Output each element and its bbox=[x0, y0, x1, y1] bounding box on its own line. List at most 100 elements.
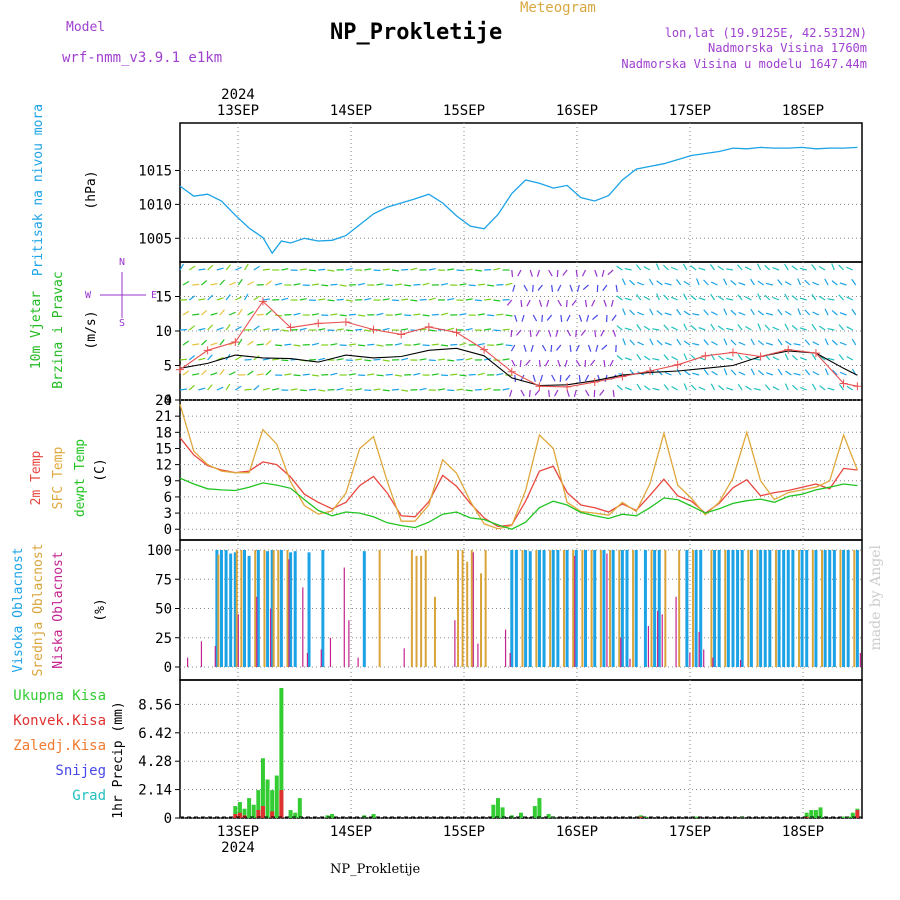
wind-arrow bbox=[582, 284, 589, 291]
wind-arrow bbox=[846, 355, 854, 361]
model-elevation-label: Nadmorska Visina u modelu 1647.44m bbox=[621, 57, 867, 71]
wind-arrow bbox=[851, 338, 857, 346]
cloud-bar bbox=[797, 550, 800, 667]
cloud-bar bbox=[270, 550, 274, 667]
wind-arrow bbox=[557, 359, 561, 367]
temp-line-2 bbox=[179, 477, 858, 530]
wind-arrow bbox=[717, 265, 725, 271]
wind-arrow bbox=[811, 323, 817, 331]
wind-arrow bbox=[692, 313, 700, 316]
wind-arrow bbox=[265, 369, 272, 376]
wind-arrow bbox=[519, 359, 522, 368]
wind-arrow bbox=[382, 389, 390, 392]
wind-arrow bbox=[663, 384, 669, 391]
cloud-bar bbox=[602, 550, 606, 667]
cloud-bar bbox=[302, 587, 304, 667]
cloud-bar bbox=[689, 652, 691, 667]
wind-arrow bbox=[364, 329, 372, 332]
wind-arrow bbox=[358, 344, 366, 347]
cloud-bar bbox=[759, 550, 763, 667]
wind-arrow bbox=[718, 385, 725, 391]
wind-arrow bbox=[785, 340, 792, 346]
wind-arrow bbox=[520, 299, 523, 308]
wind-arrow bbox=[624, 297, 632, 301]
wind-arrow bbox=[514, 314, 518, 322]
cloud-bar bbox=[254, 550, 257, 667]
cloud-bar bbox=[675, 596, 677, 667]
wind-arrow bbox=[709, 263, 716, 271]
cloud-bar bbox=[362, 551, 366, 667]
wind-arrow bbox=[247, 370, 254, 376]
wind-arrow bbox=[586, 314, 590, 322]
wind-arrow bbox=[612, 389, 615, 398]
cloud-bar bbox=[535, 550, 538, 667]
wind-arrow bbox=[799, 386, 807, 391]
wind-arrow bbox=[683, 280, 691, 286]
wind-arrow bbox=[637, 341, 645, 346]
wind-arrow bbox=[234, 355, 242, 361]
wind-arrow bbox=[745, 385, 752, 391]
top-year-label: 2024 bbox=[221, 87, 255, 103]
wind-gust-marker bbox=[231, 338, 240, 347]
wind-arrow bbox=[764, 324, 771, 331]
cloud-bar bbox=[510, 550, 514, 667]
wind-arrow bbox=[484, 357, 492, 361]
wind-arrow bbox=[831, 309, 838, 316]
wind-arrow bbox=[401, 389, 409, 392]
cloud-bar bbox=[224, 550, 228, 667]
cloud-bar bbox=[717, 550, 721, 667]
cloud-bar bbox=[599, 550, 602, 667]
cloud-bar bbox=[240, 550, 243, 667]
cloud-bar bbox=[187, 657, 189, 667]
wind-arrow bbox=[569, 284, 573, 292]
top-day-label: 15SEP bbox=[443, 103, 485, 119]
wind-arrow bbox=[629, 339, 636, 346]
wind-gust-marker bbox=[673, 360, 682, 369]
pressure-tick-label: 1010 bbox=[138, 197, 172, 213]
cloud-bar bbox=[410, 550, 413, 667]
wind-arrow bbox=[419, 358, 427, 361]
cloud-bar bbox=[293, 551, 297, 667]
wind-arrow bbox=[345, 267, 353, 271]
cloud-bar bbox=[786, 550, 790, 667]
cloud-bar bbox=[828, 550, 832, 667]
cloud-bar bbox=[456, 550, 459, 667]
wind-arrow bbox=[737, 324, 743, 331]
wind-arrow bbox=[616, 325, 623, 331]
wind-arrow bbox=[555, 344, 562, 351]
wind-arrow bbox=[765, 282, 773, 286]
wind-arrow bbox=[557, 299, 562, 307]
cloud-bar bbox=[243, 550, 247, 667]
wind-arrow bbox=[509, 389, 513, 397]
cloud-label-low: Niska Oblacnost bbox=[51, 551, 66, 668]
cloud-bar bbox=[343, 567, 345, 667]
wind-arrow bbox=[281, 268, 289, 271]
precip-bar bbox=[279, 687, 284, 818]
wind-arrow bbox=[609, 359, 614, 367]
model-label: Model bbox=[66, 20, 106, 35]
wind-arrow bbox=[611, 314, 617, 321]
wind-arrow bbox=[237, 308, 243, 316]
wind-arrow bbox=[827, 357, 835, 361]
cloud-bar bbox=[229, 553, 233, 667]
precip-bar bbox=[537, 798, 542, 818]
wind-arrow bbox=[738, 341, 746, 346]
wind-arrow bbox=[541, 344, 547, 352]
wind-arrow bbox=[182, 310, 190, 316]
wind-arrow bbox=[624, 267, 632, 271]
wind-arrow bbox=[791, 295, 798, 301]
wind-arrow bbox=[535, 329, 540, 337]
wind-arrow bbox=[616, 355, 623, 361]
wind-arrow bbox=[757, 310, 764, 316]
wind-arrow bbox=[603, 359, 606, 368]
wind-arrow bbox=[683, 370, 691, 376]
wind-arrow bbox=[578, 374, 581, 383]
wind-arrow bbox=[818, 265, 826, 271]
cloud-tick-label: 0 bbox=[164, 660, 172, 676]
wind-arrow bbox=[652, 328, 660, 331]
cloud-bar bbox=[821, 550, 824, 667]
wind-gust-marker bbox=[286, 323, 295, 332]
cloud-bar bbox=[357, 657, 359, 667]
wind-arrow bbox=[293, 344, 301, 347]
wind-arrow bbox=[784, 293, 789, 301]
